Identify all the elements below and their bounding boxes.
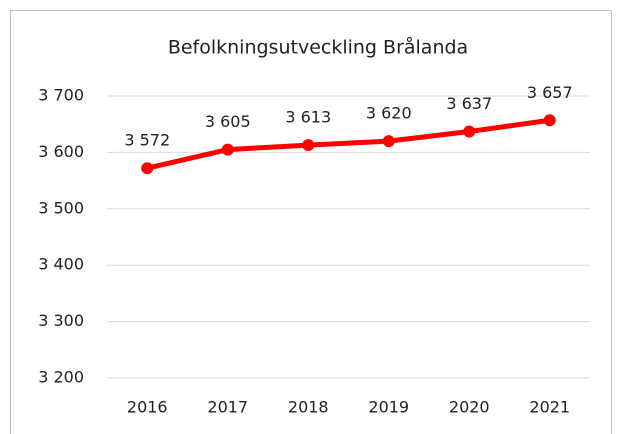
x-tick-label: 2019: [368, 398, 409, 417]
y-tick-label: 3 700: [38, 86, 84, 105]
chart-title: Befolkningsutveckling Brålanda: [168, 36, 468, 59]
series-line: [146, 117, 551, 171]
data-label: 3 613: [285, 108, 331, 127]
x-tick-label: 2016: [127, 398, 168, 417]
y-tick-label: 3 500: [38, 198, 84, 217]
data-label: 3 657: [527, 83, 573, 102]
y-tick-label: 3 300: [38, 311, 84, 330]
y-tick-label: 3 400: [38, 255, 84, 274]
data-point: [543, 114, 556, 127]
x-tick-label: 2018: [288, 398, 329, 417]
data-label: 3 605: [205, 112, 251, 131]
x-tick-label: 2020: [449, 398, 490, 417]
data-point: [463, 125, 476, 138]
x-tick-label: 2017: [207, 398, 248, 417]
data-label: 3 637: [446, 94, 492, 113]
data-point: [221, 143, 234, 156]
data-point: [302, 139, 315, 152]
data-label: 3 572: [124, 131, 170, 150]
y-tick-label: 3 200: [38, 368, 84, 387]
chart-border: [10, 10, 612, 434]
x-tick-label: 2021: [529, 398, 570, 417]
data-point: [382, 135, 395, 148]
data-label: 3 620: [366, 104, 412, 123]
y-tick-label: 3 600: [38, 142, 84, 161]
data-point: [141, 162, 154, 175]
